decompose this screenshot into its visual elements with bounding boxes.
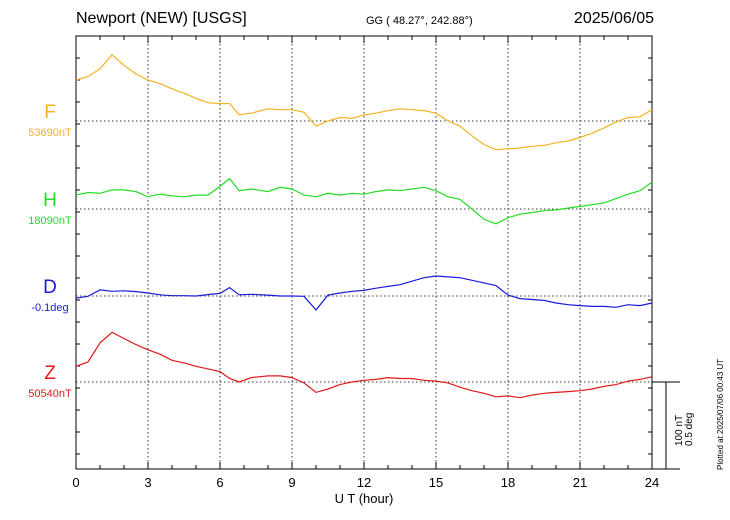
- chart-title: Newport (NEW) [USGS]: [76, 10, 247, 27]
- series-line-D: [75, 275, 653, 311]
- x-axis-label: U T (hour): [335, 491, 394, 506]
- component-baseline-value: 53690nT: [28, 127, 72, 139]
- component-letter: Z: [44, 363, 56, 384]
- plotted-timestamp: Plotted at 2025/07/06 00:43 UT: [716, 358, 725, 470]
- x-tick-label: 15: [429, 475, 443, 490]
- component-baseline-value: -0.1deg: [31, 302, 69, 314]
- x-tick-label: 21: [573, 475, 587, 490]
- x-tick-label: 24: [645, 475, 659, 490]
- component-baseline-value: 50540nT: [28, 388, 72, 400]
- component-letter: H: [43, 190, 57, 211]
- x-tick-label: 9: [288, 475, 295, 490]
- station-coordinates: GG ( 48.27°, 242.88°): [366, 15, 473, 27]
- component-baseline-value: 18090nT: [28, 215, 72, 227]
- series-line-Z: [75, 331, 653, 399]
- x-tick-label: 12: [357, 475, 371, 490]
- x-tick-label: 6: [216, 475, 223, 490]
- x-tick-label: 0: [72, 475, 79, 490]
- series-line-F: [75, 54, 653, 151]
- component-letter: D: [43, 277, 57, 298]
- chart-date: 2025/06/05: [573, 10, 654, 27]
- x-tick-label: 3: [144, 475, 151, 490]
- component-letter: F: [44, 102, 56, 123]
- series-line-H: [75, 177, 653, 225]
- x-tick-label: 18: [501, 475, 515, 490]
- scale-label-deg: 0.5 deg: [684, 412, 695, 446]
